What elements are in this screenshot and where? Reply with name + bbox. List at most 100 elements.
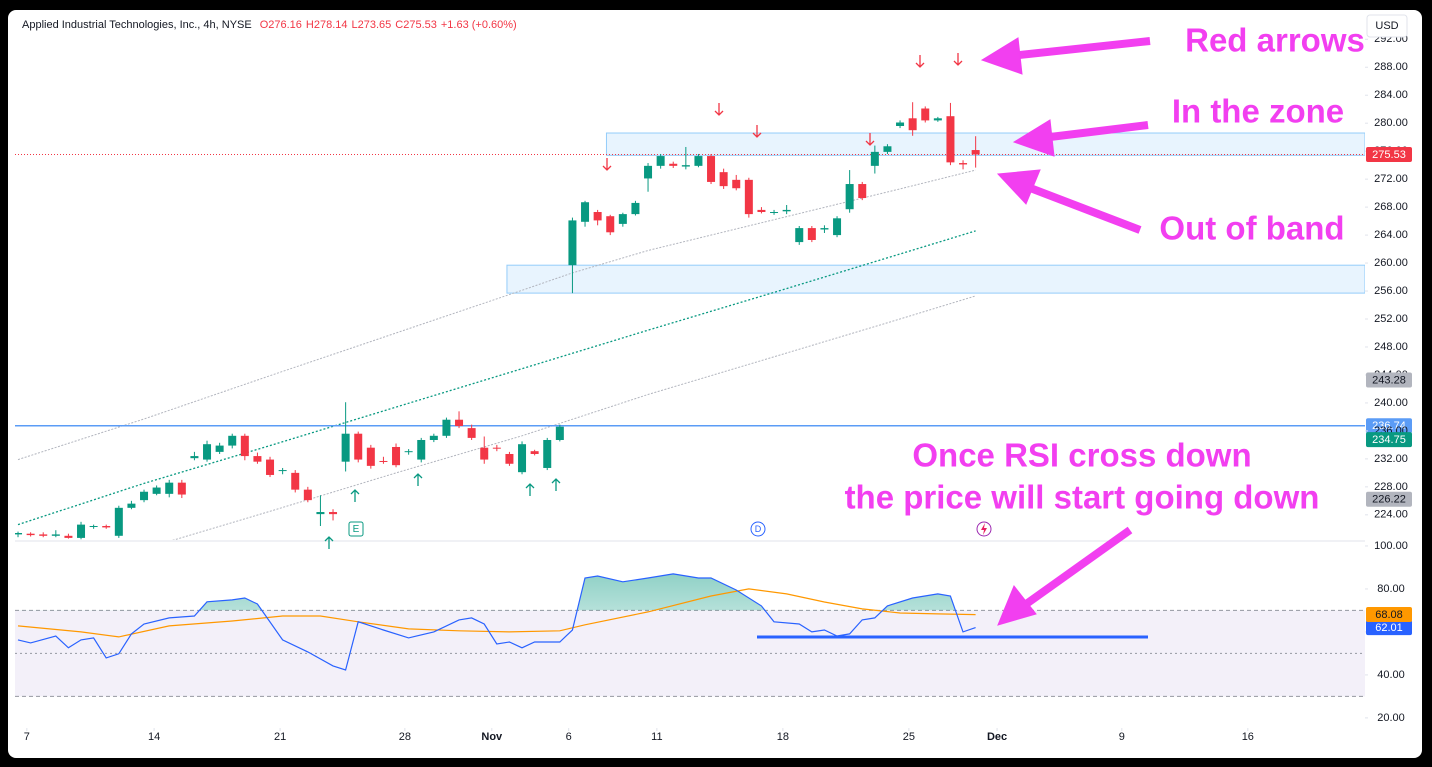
candle-body — [530, 451, 539, 454]
sell-signal — [752, 125, 762, 138]
candle-body — [883, 146, 892, 152]
price-label-box — [1366, 418, 1412, 434]
x-tick-label: 28 — [399, 731, 411, 743]
candle-body — [757, 209, 766, 213]
candle-body — [694, 156, 703, 166]
candle-body — [127, 503, 136, 508]
buy-signal — [525, 483, 535, 496]
candle-body — [656, 156, 665, 166]
annotation: Once RSI cross down — [912, 437, 1251, 474]
candle-body — [480, 447, 489, 460]
arrow-head — [996, 169, 1041, 205]
ohlc-high: H278.14 — [306, 19, 348, 31]
candle-body — [543, 439, 552, 468]
candle-body — [959, 163, 968, 165]
price-label: 68.08 — [1375, 609, 1403, 621]
event-icon — [981, 523, 987, 535]
y-tick-label: 288.00 — [1374, 61, 1408, 73]
candle-body — [165, 482, 174, 494]
annotation: Red arrows — [1185, 22, 1365, 59]
symbol-title: Applied Industrial Technologies, Inc., 4… — [22, 19, 252, 31]
arrow-shaft — [1009, 37, 1151, 60]
x-tick-label: 11 — [651, 731, 662, 743]
candle-body — [933, 118, 942, 121]
candle-body — [644, 165, 653, 179]
candle-body — [316, 512, 325, 515]
price-label-box — [1366, 432, 1412, 448]
x-tick-label: Dec — [987, 731, 1007, 743]
y-tick-label: 228.00 — [1374, 481, 1408, 493]
candle-body — [354, 433, 363, 460]
candle-body — [719, 172, 728, 187]
price-label-box — [1366, 372, 1412, 388]
candle-body — [77, 524, 86, 538]
y-tick-label: 260.00 — [1374, 257, 1408, 269]
candle-body — [240, 435, 249, 457]
x-tick-label: 9 — [1119, 731, 1125, 743]
candle-body — [820, 228, 829, 230]
candle-body — [858, 184, 867, 199]
candle-body — [417, 439, 426, 460]
y-tick-label: 252.00 — [1374, 313, 1408, 325]
currency-box[interactable] — [1366, 14, 1408, 38]
rsi-pane — [15, 573, 1365, 697]
y-tick-label: 232.00 — [1374, 453, 1408, 465]
zone — [605, 132, 1365, 156]
buy-signal — [350, 489, 360, 502]
candle-body — [908, 118, 917, 131]
candle-body — [442, 419, 451, 436]
candle-body — [303, 489, 312, 501]
candle-body — [921, 108, 930, 121]
y-tick-label: 272.00 — [1374, 173, 1408, 185]
candle-body — [971, 150, 980, 155]
y-tick-label: 284.00 — [1374, 89, 1408, 101]
sell-signal — [602, 158, 612, 171]
candle-body — [228, 435, 237, 446]
band-line — [172, 295, 976, 540]
candle-body — [404, 451, 413, 453]
x-tick-label: 25 — [903, 731, 915, 743]
candle-body — [669, 163, 678, 166]
candle-body — [26, 533, 35, 536]
buy-signal — [324, 536, 334, 549]
candle-body — [606, 216, 615, 233]
dividend-marker[interactable] — [750, 521, 766, 537]
candle-body — [253, 456, 262, 462]
arrow-shaft — [1019, 526, 1133, 611]
candle-body — [782, 209, 791, 212]
candle-body — [64, 535, 73, 538]
x-tick-label: Nov — [481, 731, 503, 743]
candle-body — [102, 526, 111, 528]
arrow-head — [997, 585, 1037, 626]
earnings-marker[interactable] — [348, 521, 364, 537]
candle-body — [89, 526, 98, 528]
candle-body — [392, 446, 401, 466]
price-label: 234.75 — [1372, 434, 1406, 446]
price-pane — [15, 102, 1365, 540]
price-label: 62.01 — [1375, 622, 1403, 634]
candle-body — [505, 453, 514, 464]
y-tick-label: 280.00 — [1374, 117, 1408, 129]
candle-body — [618, 214, 627, 224]
candle-body — [681, 165, 690, 167]
candle-body — [39, 534, 48, 536]
currency[interactable]: USD — [1375, 20, 1398, 32]
y-tick-label: 240.00 — [1374, 397, 1408, 409]
candle-body — [707, 156, 716, 182]
y-tick-label: 80.00 — [1377, 583, 1405, 595]
x-tick-label: 21 — [274, 731, 286, 743]
axes: 236.74224.00228.00232.00236.00240.00244.… — [24, 33, 1412, 743]
arrow-shaft — [1023, 182, 1142, 234]
band-line — [17, 230, 976, 526]
annotation: Out of band — [1159, 210, 1344, 247]
candle-body — [795, 228, 804, 243]
candle-body — [581, 202, 590, 222]
earnings-letter: E — [353, 524, 360, 535]
y-tick-label: 20.00 — [1377, 712, 1405, 724]
annotation-arrows — [980, 37, 1151, 626]
rsi-line — [17, 573, 976, 671]
candle-body — [807, 228, 816, 240]
y-tick-label: 268.00 — [1374, 201, 1408, 213]
candle-body — [329, 512, 338, 515]
y-tick-label: 264.00 — [1374, 229, 1408, 241]
